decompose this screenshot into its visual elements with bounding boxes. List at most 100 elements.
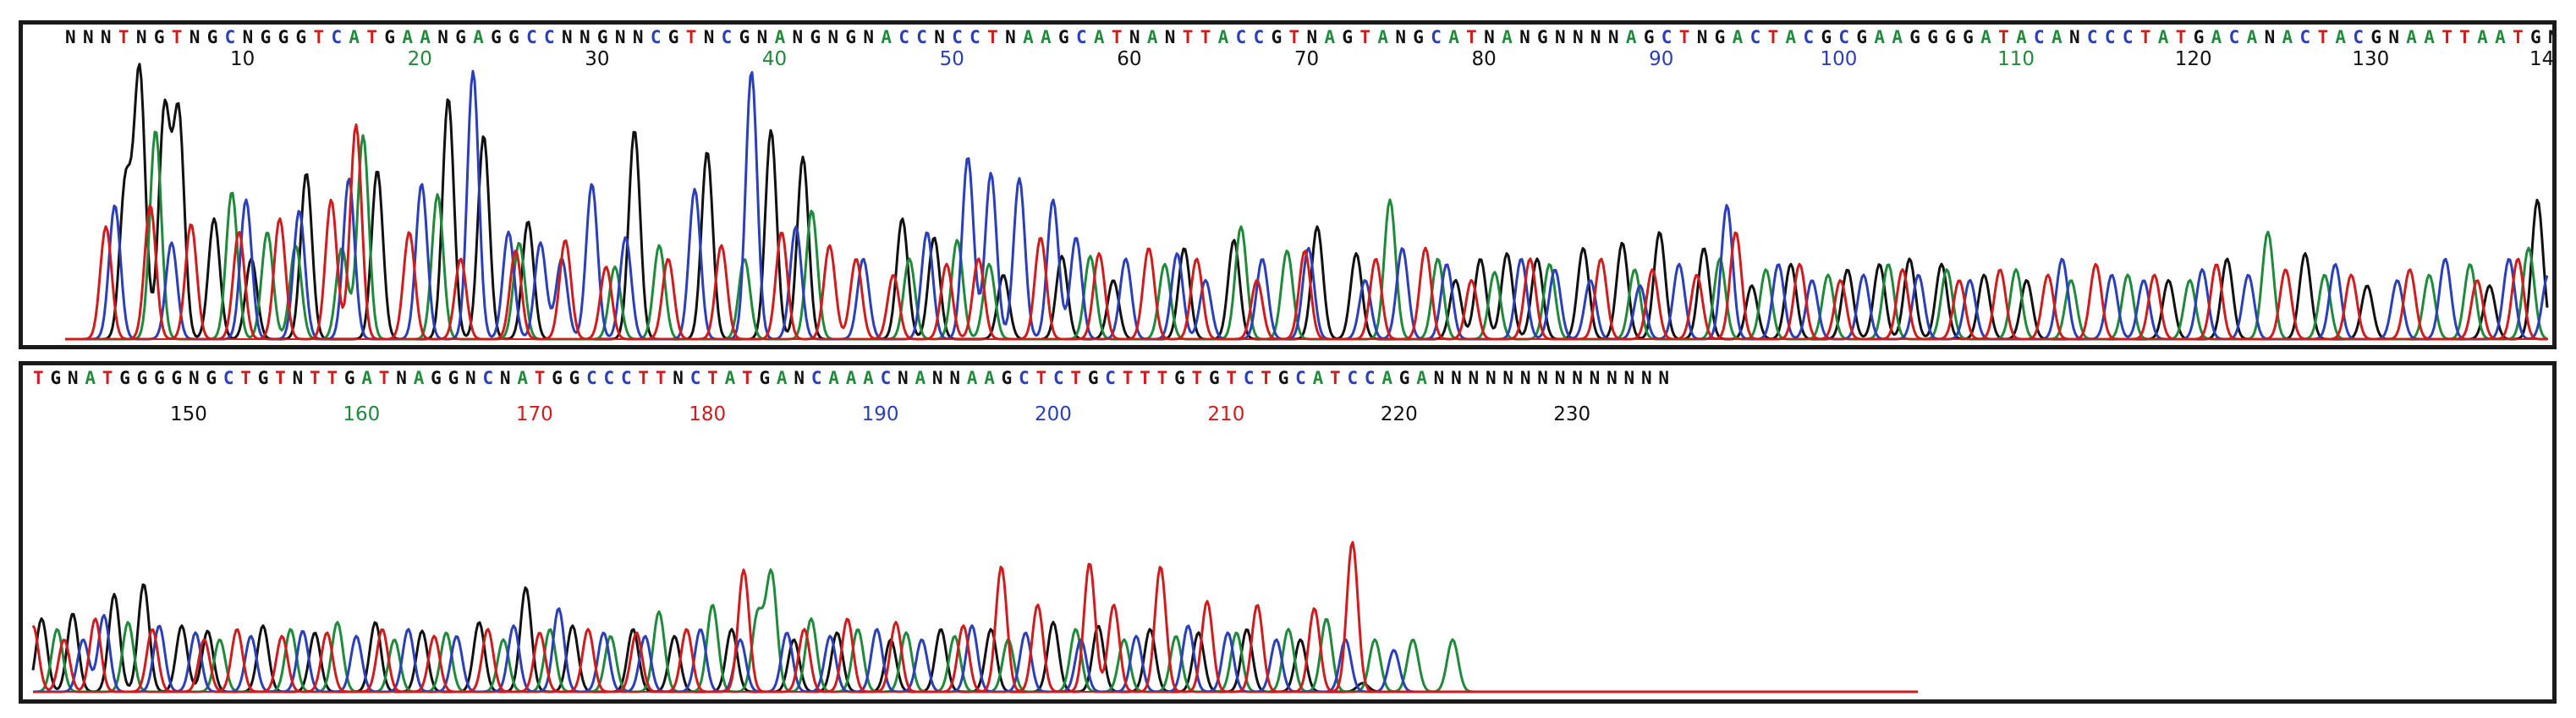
base-call-letter: G	[261, 27, 272, 47]
base-call-letter: G	[1963, 27, 1974, 47]
base-call-letter: C	[604, 368, 615, 388]
base-call-letter: C	[2034, 27, 2045, 47]
base-call-letter: T	[310, 368, 321, 388]
base-call-letter: C	[2087, 27, 2098, 47]
base-call-letter: N	[1005, 27, 1016, 47]
base-call-letter: A	[361, 368, 372, 388]
base-call-letter: T	[118, 27, 129, 47]
base-call-letter: G	[668, 27, 679, 47]
base-call-letter: T	[1036, 368, 1047, 388]
base-call-letter: A	[1094, 27, 1105, 47]
base-call-letter: N	[793, 27, 804, 47]
base-call-letter: T	[656, 368, 667, 388]
base-call-letter: T	[1200, 27, 1211, 47]
base-call-letter: G	[552, 368, 563, 388]
position-tick-label: 70	[1294, 48, 1319, 70]
base-call-letter: G	[759, 368, 770, 388]
base-call-letter: T	[1768, 27, 1779, 47]
base-call-letter: C	[1076, 27, 1087, 47]
position-tick-label: 80	[1472, 48, 1497, 70]
base-call-letter: N	[1519, 27, 1530, 47]
base-call-letter: C	[2123, 27, 2134, 47]
base-call-letter: N	[396, 368, 407, 388]
base-call-letter: G	[1715, 27, 1726, 47]
base-call-letter: G	[344, 368, 355, 388]
base-call-letter: T	[742, 368, 753, 388]
base-call-letter: G	[278, 27, 289, 47]
position-tick-label: 20	[408, 48, 432, 70]
position-tick-label: 50	[940, 48, 964, 70]
base-call-letter: G	[2530, 27, 2541, 47]
base-call-letter: A	[2211, 27, 2222, 47]
base-call-letter: C	[969, 27, 980, 47]
base-call-letter: G	[1058, 27, 1069, 47]
base-call-letter: T	[1289, 27, 1300, 47]
base-call-letter: A	[349, 27, 360, 47]
position-tick-label: 200	[1035, 403, 1072, 425]
base-call-letter: C	[1244, 368, 1255, 388]
base-call-letter: N	[1307, 27, 1318, 47]
base-call-letter: N	[189, 27, 200, 47]
base-call-letter: A	[1377, 27, 1388, 47]
position-tick-label: 30	[585, 48, 609, 70]
base-call-letter: C	[1295, 368, 1306, 388]
base-call-letter: N	[934, 27, 945, 47]
base-call-letter: C	[898, 27, 909, 47]
base-call-letter: A	[1147, 27, 1158, 47]
base-call-letter: G	[1174, 368, 1185, 388]
base-call-letter: C	[881, 368, 892, 388]
base-call-letter: N	[794, 368, 805, 388]
base-call-letter: C	[2229, 27, 2240, 47]
base-call-letter: T	[33, 368, 44, 388]
base-call-letter: N	[932, 368, 943, 388]
base-call-letter: A	[2335, 27, 2346, 47]
base-call-letter: N	[1590, 368, 1601, 388]
base-call-letter: N	[2388, 27, 2399, 47]
base-call-letter: A	[725, 368, 736, 388]
base-call-letter: G	[2370, 27, 2381, 47]
base-call-letter: N	[949, 368, 960, 388]
position-tick-label: 230	[1553, 403, 1590, 425]
base-call-letter: N	[562, 27, 573, 47]
base-call-letter: C	[482, 368, 493, 388]
position-tick-label: 10	[230, 48, 255, 70]
base-call-letter: G	[1399, 368, 1410, 388]
base-call-letter: A	[2495, 27, 2506, 47]
base-call-letter: T	[366, 27, 377, 47]
base-call-letter: C	[1347, 368, 1358, 388]
base-call-letter: G	[455, 27, 466, 47]
base-call-letter: T	[1998, 27, 2009, 47]
base-call-letter: T	[987, 27, 998, 47]
base-call-letter: C	[526, 27, 537, 47]
base-call-letter: T	[275, 368, 286, 388]
base-call-letter: C	[811, 368, 822, 388]
base-call-letter: A	[967, 368, 978, 388]
base-call-letter: T	[686, 27, 697, 47]
base-call-letter: T	[1261, 368, 1272, 388]
base-call-letter: A	[1980, 27, 1991, 47]
base-call-letter: A	[1502, 27, 1513, 47]
base-call-letter: T	[379, 368, 390, 388]
base-call-letter: A	[2016, 27, 2027, 47]
position-tick-label: 110	[1997, 48, 2035, 70]
base-call-letter: N	[1484, 27, 1495, 47]
base-call-letter: G	[845, 27, 856, 47]
base-call-letter: G	[508, 27, 519, 47]
base-call-letter: A	[2051, 27, 2062, 47]
base-call-letter: T	[535, 368, 546, 388]
base-call-letter: N	[65, 27, 76, 47]
base-call-letter: A	[420, 27, 431, 47]
base-call-letter: N	[2548, 27, 2552, 47]
base-call-letter: T	[1140, 368, 1151, 388]
base-call-letter: N	[2069, 27, 2080, 47]
base-call-letter: A	[85, 368, 96, 388]
base-call-letter: G	[1856, 27, 1867, 47]
base-call-letter: A	[775, 27, 786, 47]
base-call-letter: C	[2105, 27, 2116, 47]
base-call-letter: T	[1192, 368, 1203, 388]
base-call-letter: N	[1502, 368, 1513, 388]
trace-adenine	[33, 568, 1918, 693]
base-call-letter: C	[1365, 368, 1376, 388]
